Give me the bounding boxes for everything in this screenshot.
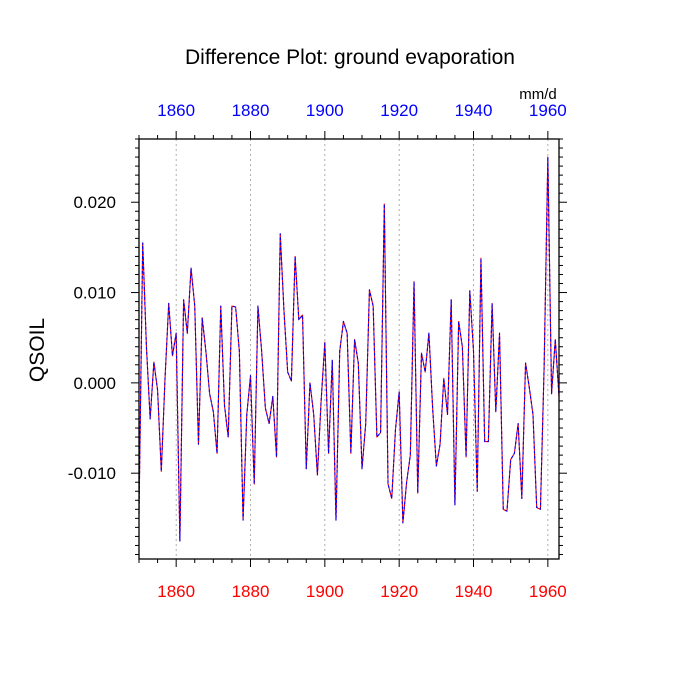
x-tick-label-top: 1860 [157,101,195,120]
x-tick-label: 1920 [380,582,418,601]
units-label: mm/d [519,86,557,103]
x-tick-label-top: 1900 [306,101,344,120]
plot-frame [138,138,560,560]
y-tick-label: 0.020 [73,193,116,212]
y-tick-label: -0.010 [68,464,116,483]
y-axis-label: QSOIL [26,318,49,382]
tick-labels: 1860 1860 1880 1880 1900 1900 1920 1920 1940 1940… [68,101,567,601]
axis-ticks [131,131,567,567]
chart-title: Difference Plot: ground evaporation [185,46,515,69]
x-tick-label-top: 1960 [529,101,567,120]
series-line-2 [138,156,560,542]
series-line-1 [138,156,560,542]
data-series [138,156,560,542]
x-tick-label: 1900 [306,582,344,601]
y-tick-label: 0.000 [73,374,116,393]
x-tick-label: 1960 [529,582,567,601]
x-tick-label: 1880 [232,582,270,601]
x-tick-label-top: 1920 [380,101,418,120]
vertical-grid [175,139,549,559]
x-tick-label-top: 1880 [232,101,270,120]
y-tick-label: 0.010 [73,284,116,303]
x-tick-label-top: 1940 [455,101,493,120]
x-tick-label: 1860 [157,582,195,601]
x-tick-label: 1940 [455,582,493,601]
